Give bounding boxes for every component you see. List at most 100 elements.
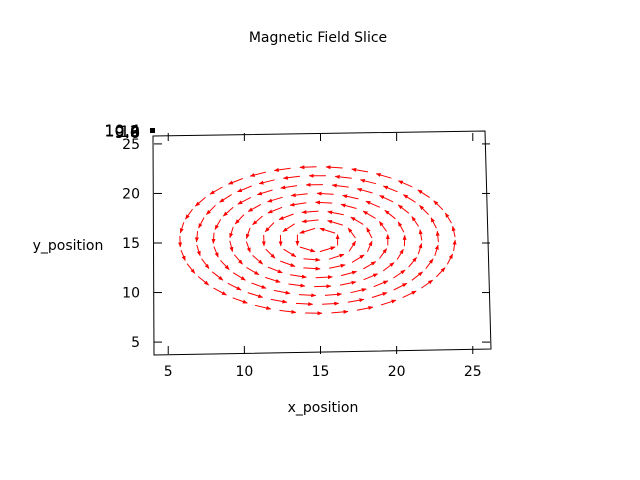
chart-title: Magnetic Field Slice	[249, 30, 387, 46]
plot-frame	[152, 130, 492, 356]
field-arrow	[452, 239, 457, 252]
field-arrow	[247, 292, 264, 298]
vector-arrows	[178, 165, 457, 316]
field-arrow	[249, 171, 266, 177]
field-arrow	[433, 200, 444, 211]
field-arrow	[397, 221, 405, 233]
field-arrow	[325, 165, 343, 170]
field-arrow	[198, 217, 205, 229]
field-arrow	[213, 287, 227, 296]
field-arrow	[206, 204, 216, 215]
field-arrow	[417, 243, 423, 255]
x-tick-label: 20	[388, 364, 406, 380]
field-arrow	[350, 216, 364, 225]
field-arrow	[328, 253, 345, 260]
field-arrow	[283, 248, 297, 258]
field-arrow	[222, 206, 234, 217]
field-arrow	[265, 248, 276, 259]
field-arrow	[451, 225, 456, 238]
field-arrow	[267, 196, 283, 203]
field-arrow	[265, 276, 281, 283]
field-arrow	[195, 196, 206, 207]
field-arrow	[303, 257, 321, 262]
field-arrow	[373, 280, 389, 288]
x-tick-label: 15	[312, 364, 330, 380]
field-arrow	[229, 226, 234, 239]
field-arrow	[282, 175, 300, 180]
field-arrow	[379, 248, 388, 259]
field-arrow	[342, 194, 359, 200]
field-arrow	[419, 205, 429, 215]
field-arrow	[227, 178, 243, 185]
y-tick-label: 20	[122, 186, 140, 202]
field-arrow	[402, 194, 416, 203]
field-arrow	[213, 246, 219, 258]
field-arrow	[359, 178, 377, 185]
x-tick-label: 10	[235, 364, 253, 380]
field-arrow	[444, 212, 452, 224]
field-arrow	[363, 273, 379, 281]
field-arrow	[197, 276, 210, 286]
field-arrow	[327, 210, 344, 216]
field-arrow	[299, 165, 317, 170]
field-arrow	[211, 271, 224, 281]
field-arrow	[363, 261, 377, 270]
field-arrow	[236, 185, 252, 193]
field-arrow	[393, 282, 408, 291]
field-arrow	[211, 232, 216, 244]
field-arrow	[196, 244, 201, 257]
field-arrow	[362, 210, 376, 219]
field-arrow	[209, 186, 223, 195]
field-arrow	[347, 227, 356, 239]
field-arrow	[290, 193, 308, 198]
z-axis-label: 10.4	[104, 121, 140, 140]
field-arrow	[350, 288, 367, 294]
field-arrow	[282, 223, 295, 233]
field-arrow	[303, 266, 321, 271]
field-arrow	[371, 292, 388, 298]
field-arrow	[411, 271, 423, 281]
field-arrow	[301, 219, 319, 224]
field-arrow	[366, 227, 373, 239]
field-arrow	[278, 213, 294, 220]
field-arrow	[233, 254, 243, 265]
field-arrow	[382, 185, 398, 193]
field-arrow	[382, 262, 395, 272]
field-arrow	[397, 180, 413, 188]
field-arrow	[270, 298, 288, 304]
field-arrow	[179, 222, 185, 234]
x-axis-label: x_position	[288, 400, 359, 416]
field-arrow	[234, 214, 245, 225]
field-arrow	[327, 219, 343, 226]
field-arrow	[319, 246, 336, 253]
y-axis-label: y_position	[33, 238, 104, 254]
field-arrow	[324, 292, 343, 297]
field-arrow	[237, 196, 252, 205]
field-arrow	[315, 275, 333, 280]
field-arrow	[366, 240, 373, 252]
field-arrow	[186, 263, 196, 274]
x-tick-label: 25	[464, 364, 482, 380]
field-arrow	[375, 173, 392, 179]
field-arrow	[446, 253, 454, 265]
field-arrow	[348, 240, 357, 252]
field-arrow	[436, 267, 446, 278]
field-arrow	[180, 249, 186, 261]
field-arrow	[295, 302, 314, 307]
field-arrow	[434, 244, 439, 256]
field-arrow	[402, 290, 417, 299]
field-arrow	[340, 270, 358, 277]
field-arrow	[435, 230, 440, 243]
field-arrow	[397, 204, 410, 214]
field-arrow	[421, 279, 434, 289]
x-tick-label: 5	[164, 364, 173, 380]
field-arrow	[220, 259, 230, 270]
field-arrow	[273, 167, 291, 172]
field-arrow	[315, 200, 333, 205]
field-arrow	[351, 254, 365, 263]
field-arrow	[185, 208, 193, 220]
field-arrow	[227, 282, 242, 291]
field-arrow	[334, 174, 352, 179]
